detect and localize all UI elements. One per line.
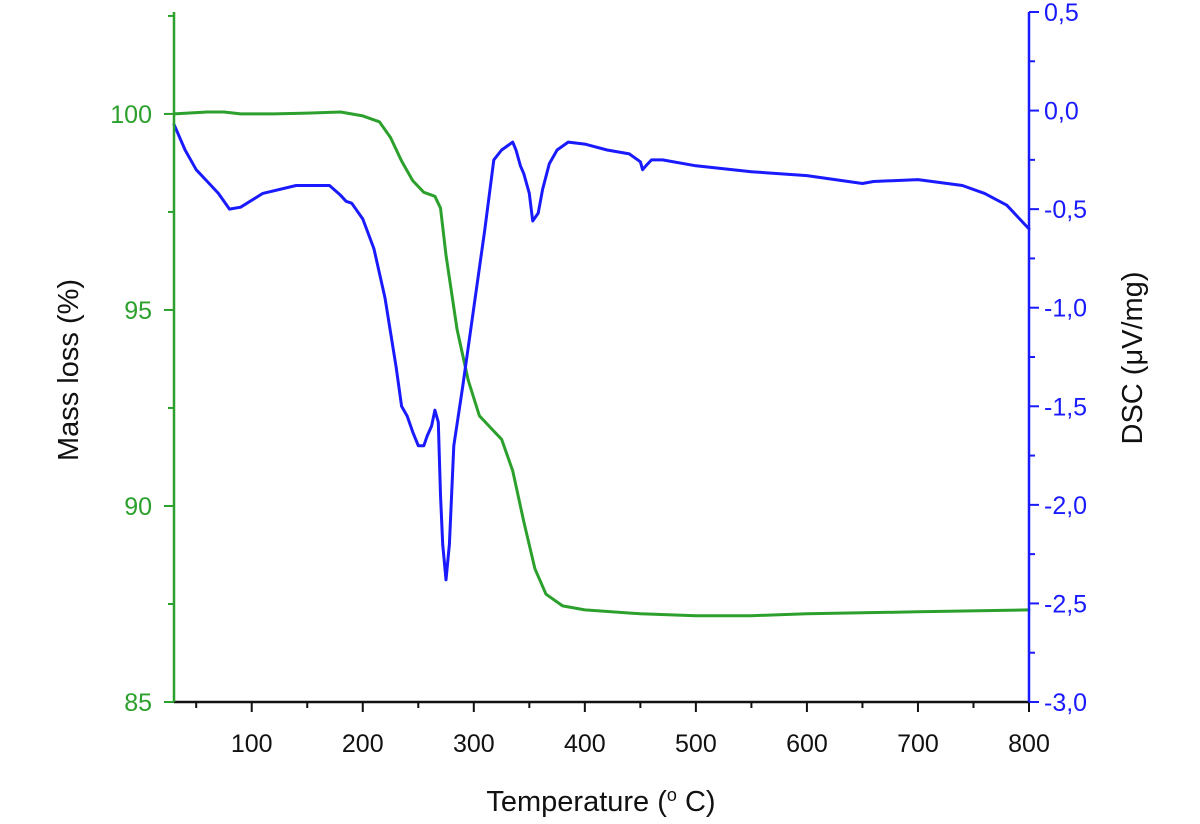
right-y-tick-label: 0,5 <box>1044 0 1079 27</box>
right-y-tick-label: -1,0 <box>1044 295 1087 323</box>
right-y-tick-label: -2,0 <box>1044 492 1087 520</box>
left-y-tick-label: 95 <box>124 297 152 325</box>
dsc-series-line <box>172 122 1031 582</box>
x-axis-title: Temperature (o C) <box>486 785 715 818</box>
right-y-tick-label: -3,0 <box>1044 689 1087 717</box>
right-y-axis-title: DSC (μV/mg) <box>1117 272 1149 445</box>
x-tick-label: 200 <box>342 730 384 758</box>
x-tick-label: 400 <box>564 730 606 758</box>
x-axis-title-degree: o <box>667 785 677 805</box>
left-y-tick-label: 90 <box>124 493 152 521</box>
x-tick-label: 800 <box>1008 730 1050 758</box>
x-tick-label: 700 <box>897 730 939 758</box>
x-tick-label: 100 <box>231 730 273 758</box>
right-y-tick-label: -2,5 <box>1044 590 1087 618</box>
right-y-tick-label: 0,0 <box>1044 98 1079 126</box>
x-tick-label: 500 <box>675 730 717 758</box>
x-axis-ticks: 100 200 300 400 500 600 700 800 <box>195 702 1050 758</box>
x-axis-title-main: Temperature ( <box>486 786 667 818</box>
right-y-tick-label: -1,5 <box>1044 393 1087 421</box>
x-tick-label: 600 <box>786 730 828 758</box>
x-tick-label: 300 <box>453 730 495 758</box>
right-y-tick-label: -0,5 <box>1044 196 1087 224</box>
left-y-tick-label: 100 <box>110 101 152 129</box>
mass-loss-series-line <box>172 110 1031 618</box>
left-y-axis-title: Mass loss (%) <box>53 279 85 461</box>
right-y-axis-ticks: -3,0 -2,5 -2,0 -1,5 -1,0 -0,5 0,0 0,5 <box>1029 0 1087 717</box>
left-y-axis-ticks: 85 90 95 100 <box>110 14 174 717</box>
plot-lines <box>172 110 1031 618</box>
left-y-tick-label: 85 <box>124 689 152 717</box>
x-axis-title-unit: C) <box>677 786 716 818</box>
